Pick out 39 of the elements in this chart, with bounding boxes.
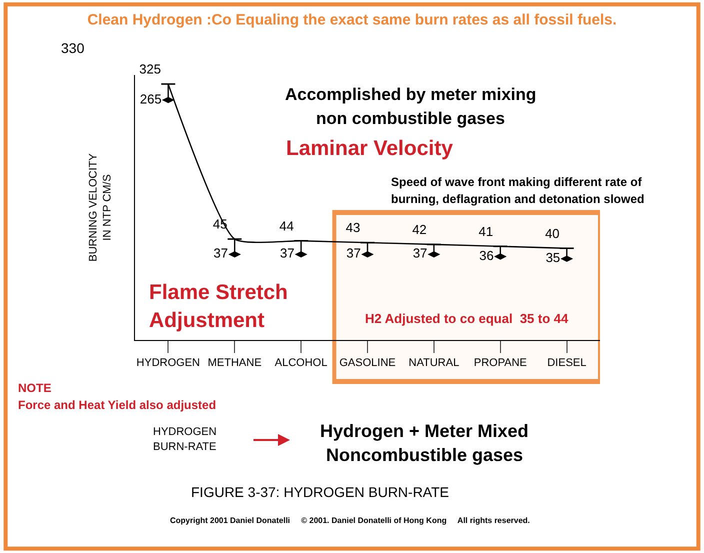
data-label: 40: [545, 226, 560, 241]
data-label: 325: [139, 62, 161, 77]
text: Flame Stretch: [149, 281, 288, 304]
x-tick-label: HYDROGEN: [136, 357, 200, 370]
x-tick-label: PROPANE: [474, 357, 527, 370]
x-tick-label: METHANE: [208, 357, 262, 370]
data-label: 44: [279, 218, 294, 234]
data-label: 37: [214, 246, 228, 261]
text: Force and Heat Yield also adjusted: [18, 398, 216, 412]
text: Copyright 2001 Daniel Donatelli © 2001. Daniel Donatelli of Hong Kong All rights reserved.: [170, 516, 530, 525]
caption: FIGURE 3-37: HYDROGEN BURN-RATE: [191, 484, 449, 500]
data-label: 36: [479, 248, 494, 263]
annotation: Accomplished by meter mixing: [285, 85, 536, 104]
x-tick-label: DIESEL: [547, 357, 586, 370]
band-label: H2 Adjusted to co equal 35 to 44: [365, 311, 569, 326]
text: 330: [61, 40, 85, 56]
annotation: Speed of wave front making different rate of: [391, 175, 643, 189]
x-tick-label: NATURAL: [408, 357, 460, 370]
text: HYDROGEN: [153, 426, 217, 438]
x-tick-label: GASOLINE: [339, 357, 396, 370]
data-label: 35: [546, 250, 560, 266]
text: BURN-RATE: [153, 441, 216, 453]
data-label: 37: [346, 246, 361, 261]
x-tick-label: ALCOHOL: [274, 357, 328, 370]
data-label: 37: [412, 246, 428, 261]
chart-title: Clean Hydrogen :Co Equaling the exact same burn rates as all fossil fuels.: [87, 12, 617, 28]
data-label: 265: [140, 91, 162, 106]
text: Noncombustible gases: [326, 445, 524, 465]
text: Hydrogen + Meter Mixed: [320, 421, 529, 441]
annotation: burning, deflagration and detonation slowed: [391, 192, 644, 206]
text: Adjustment: [149, 309, 265, 332]
data-label: 41: [478, 224, 494, 239]
text: NOTE: [18, 381, 52, 395]
data-label: 42: [412, 222, 427, 237]
data-label: 43: [346, 220, 360, 236]
annotation: Laminar Velocity: [286, 137, 454, 160]
annotation: non combustible gases: [316, 109, 505, 128]
data-label: 37: [280, 246, 294, 261]
y-axis-title: BURNING VELOCITY IN NTP CM/S: [87, 152, 114, 262]
